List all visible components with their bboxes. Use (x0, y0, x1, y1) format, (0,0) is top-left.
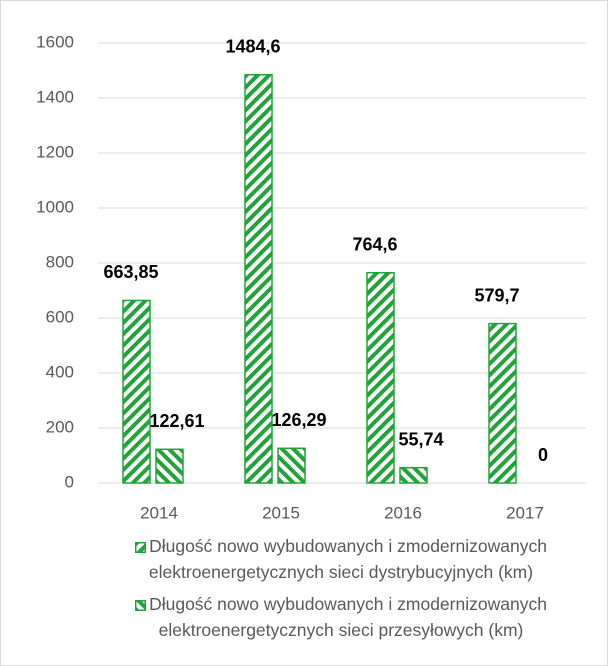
data-label: 579,7 (474, 285, 519, 305)
x-tick-label: 2017 (506, 503, 544, 522)
plot: 0 200 400 600 800 1000 1200 1400 1600 2014 663,85 1… (36, 32, 586, 522)
x-tick-label: 2016 (384, 503, 422, 522)
legend-entry: Długość nowo wybudowanych i zmodernizowa… (91, 533, 591, 585)
x-tick-label: 2014 (140, 503, 178, 522)
legend-entry: Długość nowo wybudowanych i zmodernizowa… (91, 591, 591, 643)
bar (399, 466, 428, 484)
data-label: 663,85 (103, 262, 158, 282)
y-tick-label: 1200 (36, 142, 74, 161)
bar (244, 73, 273, 484)
data-label: 126,29 (271, 410, 326, 430)
legend-label: Długość nowo wybudowanych i zmodernizowa… (148, 536, 547, 582)
y-tick-label: 1600 (36, 32, 74, 51)
y-tick-label: 1400 (36, 87, 74, 106)
data-label: 1484,6 (225, 36, 280, 56)
bar (155, 448, 184, 484)
bar (488, 322, 517, 484)
legend-swatch (135, 599, 147, 611)
x-tick-label: 2015 (262, 503, 300, 522)
bar (277, 447, 306, 484)
legend: Długość nowo wybudowanych i zmodernizowa… (91, 533, 591, 649)
bar (366, 271, 395, 484)
data-label: 55,74 (398, 429, 443, 449)
legend-label: Długość nowo wybudowanych i zmodernizowa… (149, 594, 547, 640)
y-tick-label: 1000 (36, 197, 74, 216)
data-label: 122,61 (149, 411, 204, 431)
y-tick-label: 200 (46, 417, 74, 436)
y-tick-label: 600 (46, 307, 74, 326)
y-tick-label: 0 (65, 472, 74, 491)
data-label: 0 (538, 445, 548, 465)
y-tick-label: 800 (46, 252, 74, 271)
legend-swatch (135, 541, 147, 553)
bar (122, 299, 151, 484)
data-label: 764,6 (352, 234, 397, 254)
y-tick-label: 400 (46, 362, 74, 381)
